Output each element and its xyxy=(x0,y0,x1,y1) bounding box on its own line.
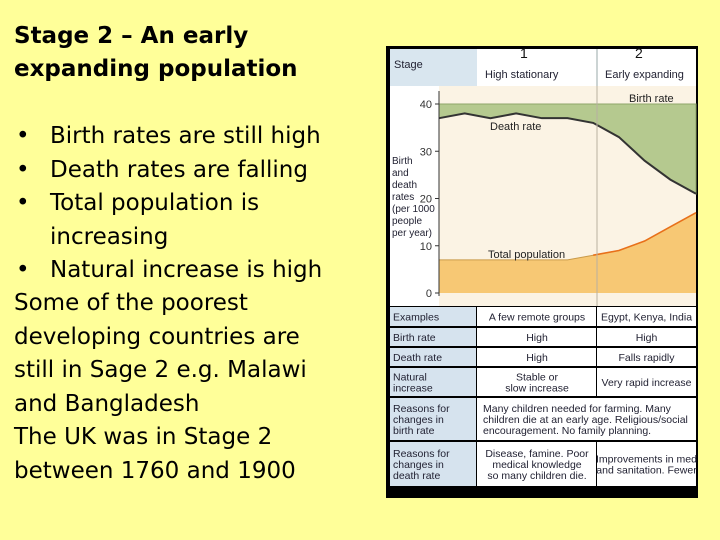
table-stage1-text: medical knowledge xyxy=(492,459,581,471)
table-stage1-cell xyxy=(477,348,596,366)
notes-line: Some of the poorest xyxy=(14,290,248,316)
table-stage1-cell xyxy=(477,328,596,346)
slide-title-line: expanding population xyxy=(14,56,298,82)
table-row: Death rate High Falls rapidly xyxy=(390,348,696,366)
table-row: Birth rate High High xyxy=(390,328,696,346)
table-label-text: changes in xyxy=(393,414,444,426)
bullet-item: Birth rates are still high xyxy=(14,120,384,154)
table-label-text: Death rate xyxy=(393,352,442,364)
stage-label-cell xyxy=(390,49,477,86)
stage-table: Examples A few remote groups Egypt, Kenya,… xyxy=(390,307,697,486)
table-stage2-text: Falls rapidly xyxy=(618,352,675,364)
y-tick-label: 30 xyxy=(420,146,432,158)
table-row: Examples A few remote groups Egypt, Kenya,… xyxy=(390,307,696,326)
y-tick-label: 0 xyxy=(426,288,432,300)
chart-axis-panel xyxy=(390,86,439,306)
table-label-cell xyxy=(390,307,476,326)
table-stage1-text: Disease, famine. Poor xyxy=(485,448,589,460)
table-label-cell xyxy=(390,398,476,440)
y-axis-label-line: (per 1000 xyxy=(392,204,435,215)
table-merged-text: children die at an early age. Religious/… xyxy=(483,414,688,426)
stage-label: Stage xyxy=(394,59,423,71)
total-population-label: Total population xyxy=(488,249,565,261)
natural-increase-line xyxy=(593,211,697,256)
table-label-cell xyxy=(390,348,476,366)
table-stage1-text: A few remote groups xyxy=(489,312,585,324)
notes-line: still in Sage 2 e.g. Malawi xyxy=(14,357,307,383)
bullet-list: Birth rates are still high Death rates a… xyxy=(14,120,384,288)
bullet-item: Death rates are falling xyxy=(14,154,384,188)
y-axis-label-line: death xyxy=(392,180,417,191)
table-stage1-cell xyxy=(477,442,596,486)
table-stage2-text: Very rapid increase xyxy=(602,377,692,389)
y-tick-layer: 40 30 20 10 0 xyxy=(420,99,439,300)
table-stage1-cell xyxy=(477,368,596,396)
total-population-area xyxy=(439,212,696,293)
slide-title: Stage 2 – An early expanding population xyxy=(14,20,344,86)
stage2-name: Early expanding xyxy=(605,69,684,81)
y-tick-label: 20 xyxy=(420,194,432,206)
bullet-item: Total population is increasing xyxy=(14,187,384,254)
chart-layer xyxy=(438,103,697,293)
y-axis-label-line: rates xyxy=(392,192,414,203)
table-label-text: changes in xyxy=(393,459,444,471)
table-stage2-text: Improvements in med xyxy=(596,454,697,466)
table-label-cell xyxy=(390,328,476,346)
birth-rate-label: Birth rate xyxy=(629,93,674,105)
slide-title-line: Stage 2 – An early xyxy=(14,23,249,49)
stage1-number: 1 xyxy=(520,46,528,61)
table-stage2-text: Egypt, Kenya, India xyxy=(601,312,692,324)
table-label-cell xyxy=(390,442,476,486)
table-stage1-text: slow increase xyxy=(505,383,569,395)
table-stage2-cell xyxy=(597,368,696,396)
table-stage1-text: High xyxy=(526,352,548,364)
table-label-text: Reasons for xyxy=(393,448,450,460)
table-label-text: death rate xyxy=(393,470,440,482)
table-stage2-text: and sanitation. Fewer xyxy=(596,465,697,477)
notes-paragraph: Some of the poorest developing countries… xyxy=(14,287,384,488)
table-stage1-cell xyxy=(477,307,596,326)
table-stage2-cell xyxy=(597,442,696,486)
death-rate-line xyxy=(438,112,697,195)
table-label-text: birth rate xyxy=(393,425,435,437)
table-stage2-cell xyxy=(597,307,696,326)
table-label-text: increase xyxy=(393,383,433,395)
table-label-text: Examples xyxy=(393,312,439,324)
notes-line: The UK was in Stage 2 xyxy=(14,424,273,450)
notes-line: and Bangladesh xyxy=(14,390,200,417)
table-stage1-text: so many children die. xyxy=(487,470,586,482)
stage1-name: High stationary xyxy=(485,69,559,81)
y-axis-label-line: Birth xyxy=(392,156,413,167)
stage2-number: 2 xyxy=(635,46,643,61)
table-label-text: Natural xyxy=(393,372,427,384)
y-axis-label-line: and xyxy=(392,168,409,179)
table-label-text: Reasons for xyxy=(393,403,450,415)
y-axis-label-line: per year) xyxy=(392,228,432,239)
table-merged-text: Many children needed for farming. Many xyxy=(483,403,672,415)
y-axis-label-line: people xyxy=(392,216,422,227)
table-merged-cell xyxy=(477,398,696,440)
bullet-item: Natural increase is high xyxy=(14,254,384,288)
dtm-figure: Stage 1 High stationary 2 Early expandin… xyxy=(386,46,698,498)
death-rate-label: Death rate xyxy=(490,121,541,133)
table-stage1-text: Stable or xyxy=(516,372,559,384)
y-tick-label: 40 xyxy=(420,99,432,111)
y-tick-label: 10 xyxy=(420,241,432,253)
table-stage2-cell xyxy=(597,328,696,346)
table-label-cell xyxy=(390,368,476,396)
table-stage2-cell xyxy=(597,348,696,366)
notes-line: between 1760 and 1900 xyxy=(14,457,296,484)
notes-line: developing countries are xyxy=(14,323,300,350)
table-label-text: Birth rate xyxy=(393,332,436,344)
table-merged-text: encouragement. No family planning. xyxy=(483,425,651,437)
table-stage2-text: High xyxy=(636,332,658,344)
dtm-figure-svg: Stage 1 High stationary 2 Early expandin… xyxy=(390,46,697,486)
table-stage1-text: High xyxy=(526,332,548,344)
